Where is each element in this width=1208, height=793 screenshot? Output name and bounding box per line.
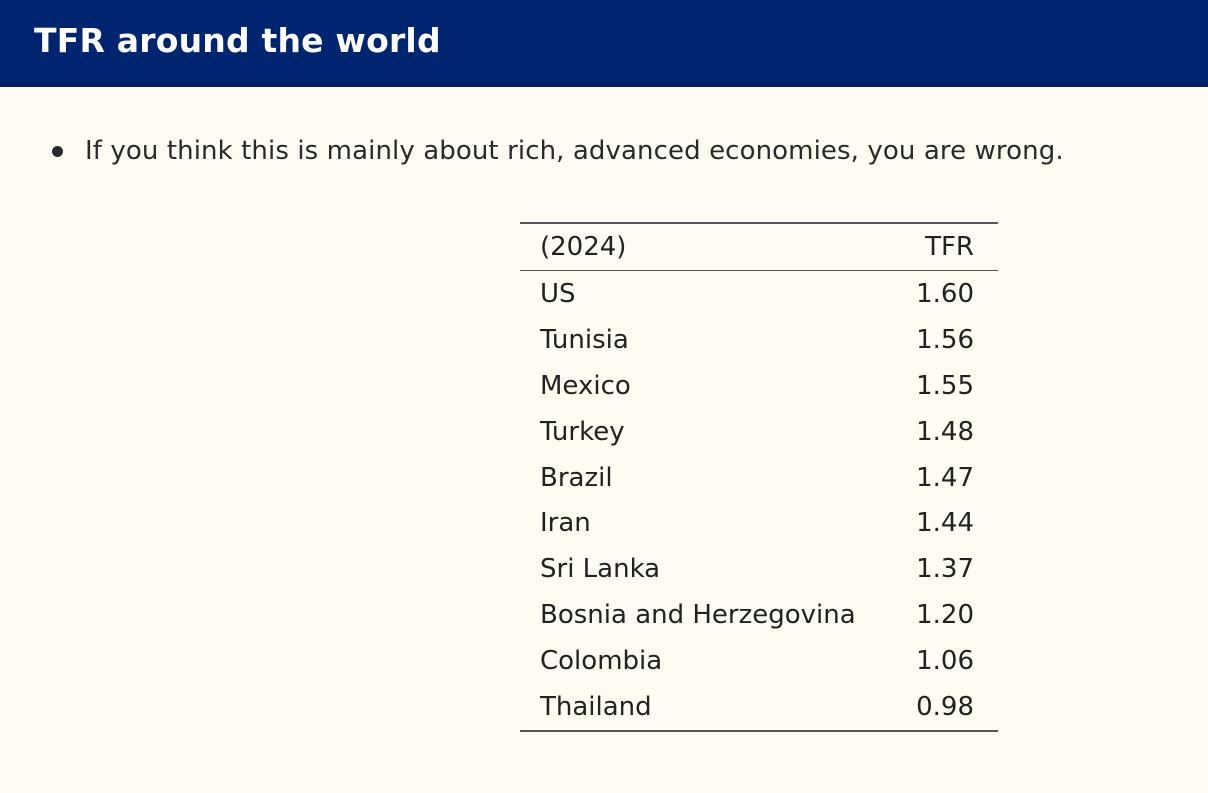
tfr-cell: 1.55 — [916, 370, 974, 401]
tfr-cell: 1.60 — [916, 278, 974, 309]
table-row: US 1.60 — [520, 271, 998, 317]
country-cell: Sri Lanka — [540, 554, 661, 585]
bullet-icon — [52, 145, 63, 157]
table-row: Iran 1.44 — [520, 500, 998, 546]
tfr-cell: 1.47 — [916, 462, 974, 493]
table-row: Bosnia and Herzegovina 1.20 — [520, 592, 998, 638]
country-cell: Bosnia and Herzegovina — [540, 600, 856, 631]
country-cell: Tunisia — [540, 324, 629, 355]
column-header-tfr: TFR — [925, 232, 974, 262]
table-row: Turkey 1.48 — [520, 409, 998, 455]
table-row: Thailand 0.98 — [520, 684, 998, 731]
bullet-item: If you think this is mainly about rich, … — [52, 130, 1064, 172]
country-cell: Thailand — [540, 691, 652, 722]
country-cell: Turkey — [540, 416, 625, 447]
slide-title-bar: TFR around the world — [0, 0, 1208, 87]
tfr-table: (2024) TFR US 1.60 Tunisia 1.56 Mexico 1… — [520, 222, 998, 732]
column-header-year: (2024) — [540, 232, 627, 262]
country-cell: Brazil — [540, 462, 613, 493]
table-header-row: (2024) TFR — [520, 223, 998, 271]
country-cell: US — [540, 278, 576, 309]
country-cell: Iran — [540, 508, 591, 539]
slide-title: TFR around the world — [34, 21, 441, 60]
table-row: Colombia 1.06 — [520, 638, 998, 684]
table-row: Mexico 1.55 — [520, 363, 998, 409]
bullet-text: If you think this is mainly about rich, … — [85, 136, 1064, 166]
tfr-cell: 1.20 — [916, 600, 974, 631]
table-row: Tunisia 1.56 — [520, 317, 998, 363]
country-cell: Mexico — [540, 370, 631, 401]
country-cell: Colombia — [540, 646, 663, 677]
tfr-cell: 1.48 — [916, 416, 974, 447]
tfr-cell: 1.06 — [916, 646, 974, 677]
tfr-cell: 1.44 — [916, 508, 974, 539]
tfr-cell: 1.56 — [916, 324, 974, 355]
tfr-cell: 1.37 — [916, 554, 974, 585]
table-row: Brazil 1.47 — [520, 455, 998, 501]
table-row: Sri Lanka 1.37 — [520, 546, 998, 592]
tfr-cell: 0.98 — [916, 691, 974, 722]
